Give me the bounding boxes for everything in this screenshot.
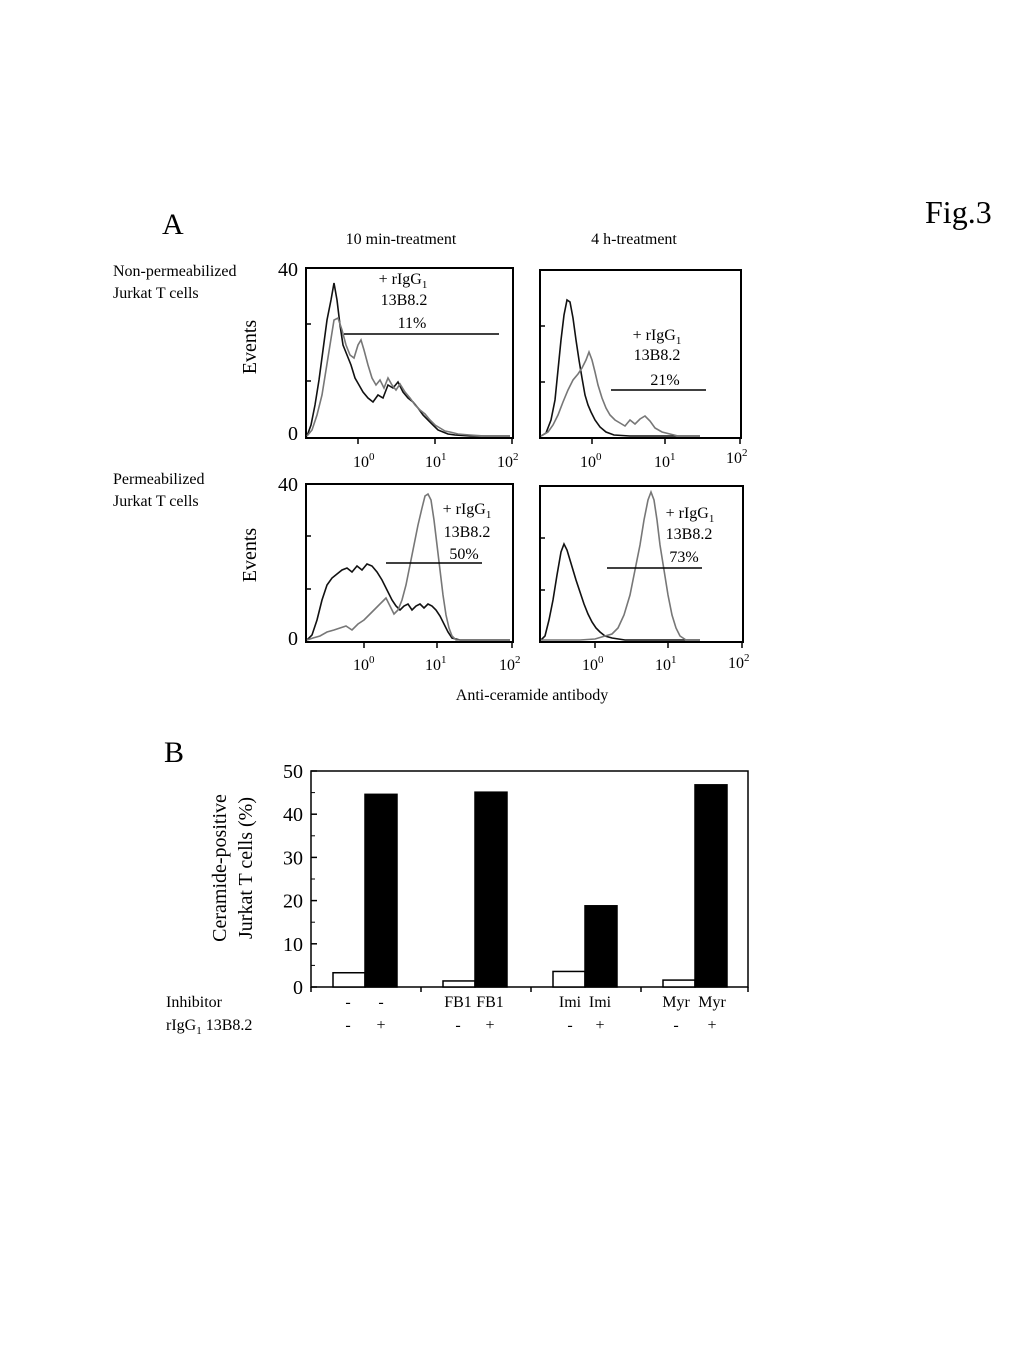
annotation-2-percent: 21% [650,372,679,389]
x-tick-label: 102 [497,451,519,471]
y-tick-label: 30 [283,847,303,869]
histogram-frame-1 [305,267,514,439]
histogram-2-control-curve [540,298,700,437]
figure-label: Fig.3 [925,194,992,230]
histogram-frame-4 [539,485,744,643]
annotation-4-percent: 73% [669,549,698,566]
annotation-3-clone: 13B8.2 [444,524,491,541]
bar-control [332,971,366,988]
annotation-1-reagent: + rIgG1 [379,271,428,291]
panel-a: A 10 min-treatment 4 h-treatment Non-per… [113,208,750,704]
y-tick-label-40-bottom: 40 [278,474,298,496]
histogram-3-antibody-curve [306,492,510,641]
annotation-4-reagent: + rIgG1 [666,505,715,525]
annotation-1-percent: 11% [398,315,427,332]
inhibitor-label: FB1 [444,994,472,1011]
x-tick-label: 100 [580,451,602,471]
x-tick-label: 102 [499,654,521,674]
x-tick-label: 101 [655,654,677,674]
inhibitor-label: - [378,994,383,1011]
col-header-4h: 4 h-treatment [591,231,677,248]
histogram-3-control-curve [306,563,510,641]
histogram-4-antibody-curve [541,489,700,641]
bar-chart-condition-labels: - - FB1 FB1 Imi Imi Myr Myr- + - + - + - + [345,994,726,1034]
annotation-2-reagent: + rIgG1 [633,327,682,347]
inhibitor-label: Imi [559,994,582,1011]
row-label-nonperm-line1: Non-permeabilized [113,263,237,280]
x-tick-label: 100 [353,654,375,674]
bar-antibody [694,784,728,988]
histogram-ticks [306,323,743,648]
annotation-3-percent: 50% [449,546,478,563]
x-tick-labels-row2: 100 101 102 100 101 102 [353,652,750,674]
bar-antibody [364,793,398,988]
x-axis-label: Anti-ceramide antibody [456,687,608,704]
y-tick-label: 10 [283,934,303,956]
histogram-2-antibody-curve [540,349,700,437]
bar-control [442,980,476,988]
panel-a-letter: A [162,208,184,241]
antibody-label: - [345,1017,350,1034]
panel-b-letter: B [164,736,184,769]
y-tick-label-40-top: 40 [278,259,298,281]
row-label-antibody: rIgG1 13B8.2 [166,1017,252,1037]
row-label-perm-line2: Jurkat T cells [113,493,199,510]
y-axis-label-top: Events [239,320,261,375]
bar-antibody [584,905,618,988]
x-tick-label: 101 [425,451,447,471]
x-tick-label: 102 [728,652,750,672]
row-label-perm-line1: Permeabilized [113,471,205,488]
annotation-2-clone: 13B8.2 [634,347,681,364]
antibody-label: + [376,1017,385,1034]
inhibitor-label: FB1 [476,994,504,1011]
bar-chart-ylabel-line2: Jurkat T cells (%) [235,797,257,939]
row-label-nonperm-line2: Jurkat T cells [113,285,199,302]
inhibitor-label: - [345,994,350,1011]
y-tick-label: 40 [283,804,303,826]
antibody-label: - [567,1017,572,1034]
histogram-frame-2 [539,269,742,439]
histogram-4-control-curve [540,542,700,641]
x-tick-label: 101 [654,451,676,471]
inhibitor-label: Myr [698,994,726,1011]
inhibitor-label: Myr [662,994,690,1011]
bar-control [662,979,696,988]
x-tick-label: 100 [582,654,604,674]
antibody-label: + [485,1017,494,1034]
row-label-inhibitor: Inhibitor [166,994,223,1011]
histogram-1-antibody-curve [306,316,510,437]
annotation-3-reagent: + rIgG1 [443,501,492,521]
bar-control [552,970,586,988]
bar-chart-y-axis: 0 10 20 30 40 50 [283,761,749,999]
bar-chart-ylabel-line1: Ceramide-positive [209,794,231,942]
x-tick-label: 100 [353,451,375,471]
antibody-label: + [707,1017,716,1034]
y-tick-label-0-bottom: 0 [288,628,298,650]
x-tick-label: 101 [425,654,447,674]
antibody-label: - [455,1017,460,1034]
antibody-label: - [673,1017,678,1034]
inhibitor-label: Imi [589,994,612,1011]
x-tick-label: 102 [726,447,748,467]
y-tick-label-0-top: 0 [288,423,298,445]
y-axis-label-bottom: Events [239,528,261,583]
panel-b: B Ceramide-positive Jurkat T cells (%) 0… [164,736,749,1037]
y-tick-label: 50 [283,761,303,783]
col-header-10min: 10 min-treatment [346,231,457,248]
annotation-4-clone: 13B8.2 [666,526,713,543]
histogram-1-control-curve [306,282,510,437]
y-tick-label: 0 [293,977,303,999]
histogram-frame-3 [305,483,514,643]
annotation-1-clone: 13B8.2 [381,292,428,309]
bar-antibody [474,791,508,988]
antibody-label: + [595,1017,604,1034]
x-tick-labels-row1: 100 101 102 100 101 102 [353,447,748,471]
bar-chart-bars [332,784,728,988]
y-tick-label: 20 [283,891,303,913]
